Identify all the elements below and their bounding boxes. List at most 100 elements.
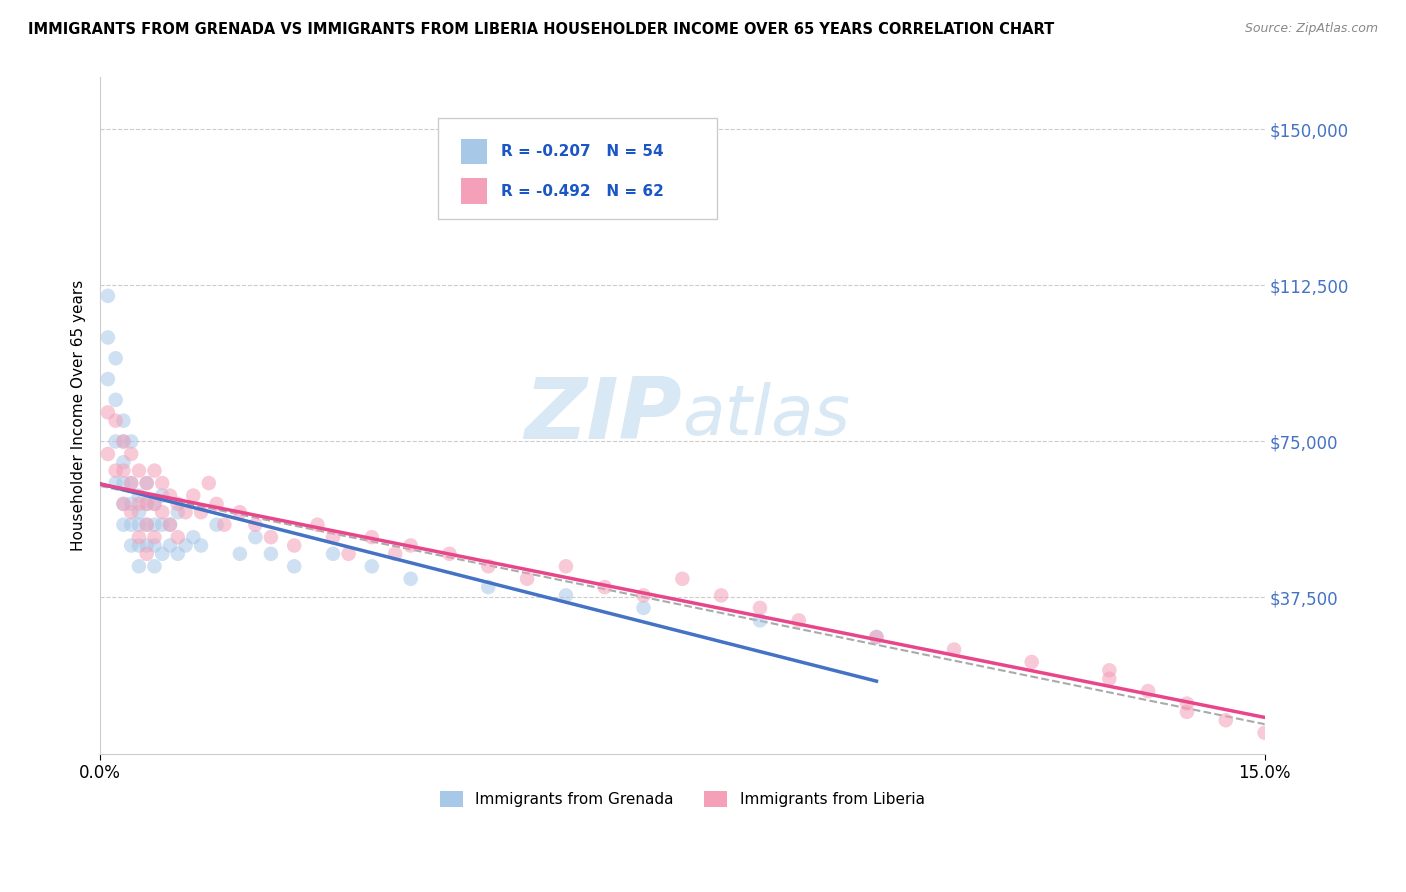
Point	[120, 517, 142, 532]
Point	[128, 539, 150, 553]
Point	[135, 547, 157, 561]
Point	[865, 630, 887, 644]
Point	[1253, 725, 1275, 739]
Point	[307, 517, 329, 532]
Point	[337, 547, 360, 561]
Point	[360, 530, 382, 544]
Point	[1021, 655, 1043, 669]
Point	[135, 497, 157, 511]
Point	[120, 497, 142, 511]
Point	[1098, 663, 1121, 677]
Point	[112, 434, 135, 449]
Point	[190, 505, 212, 519]
Point	[104, 464, 127, 478]
Point	[135, 517, 157, 532]
Point	[399, 539, 422, 553]
Point	[128, 489, 150, 503]
Point	[283, 559, 305, 574]
Point	[143, 497, 166, 511]
Point	[135, 539, 157, 553]
Point	[1175, 697, 1198, 711]
Point	[229, 505, 252, 519]
Point	[128, 530, 150, 544]
Point	[143, 559, 166, 574]
Point	[143, 530, 166, 544]
Point	[128, 505, 150, 519]
Point	[633, 589, 655, 603]
Point	[399, 572, 422, 586]
Point	[135, 497, 157, 511]
Point	[198, 476, 221, 491]
Point	[112, 497, 135, 511]
Point	[205, 517, 228, 532]
Point	[120, 539, 142, 553]
Point	[181, 530, 204, 544]
Point	[112, 414, 135, 428]
Text: atlas: atlas	[682, 382, 851, 449]
Point	[112, 464, 135, 478]
Point	[943, 642, 966, 657]
Point	[477, 580, 499, 594]
Bar	[461, 138, 486, 164]
Point	[633, 601, 655, 615]
Point	[245, 530, 267, 544]
Point	[322, 547, 344, 561]
Point	[205, 497, 228, 511]
Point	[260, 530, 283, 544]
Point	[1098, 672, 1121, 686]
Point	[143, 539, 166, 553]
Point	[190, 539, 212, 553]
Point	[865, 630, 887, 644]
Point	[143, 497, 166, 511]
Point	[477, 559, 499, 574]
Point	[159, 489, 181, 503]
Point	[150, 547, 173, 561]
Point	[384, 547, 406, 561]
Point	[112, 455, 135, 469]
Point	[787, 613, 810, 627]
Point	[128, 464, 150, 478]
Bar	[461, 178, 486, 204]
Point	[516, 572, 538, 586]
Point	[260, 547, 283, 561]
Point	[159, 539, 181, 553]
Point	[150, 505, 173, 519]
Point	[104, 351, 127, 366]
Point	[143, 517, 166, 532]
Point	[97, 372, 120, 386]
Point	[1175, 705, 1198, 719]
Point	[143, 464, 166, 478]
Point	[749, 601, 772, 615]
Point	[128, 497, 150, 511]
Point	[322, 530, 344, 544]
Text: IMMIGRANTS FROM GRENADA VS IMMIGRANTS FROM LIBERIA HOUSEHOLDER INCOME OVER 65 YE: IMMIGRANTS FROM GRENADA VS IMMIGRANTS FR…	[28, 22, 1054, 37]
Point	[166, 547, 188, 561]
Point	[174, 539, 197, 553]
Point	[150, 476, 173, 491]
Point	[150, 517, 173, 532]
Point	[104, 434, 127, 449]
Point	[128, 559, 150, 574]
Point	[104, 392, 127, 407]
Point	[112, 517, 135, 532]
Point	[104, 476, 127, 491]
Point	[120, 447, 142, 461]
Point	[112, 497, 135, 511]
Text: R = -0.492   N = 62: R = -0.492 N = 62	[501, 184, 664, 199]
Point	[166, 505, 188, 519]
Text: R = -0.207   N = 54: R = -0.207 N = 54	[501, 144, 664, 159]
Point	[174, 505, 197, 519]
Y-axis label: Householder Income Over 65 years: Householder Income Over 65 years	[72, 280, 86, 551]
Text: ZIP: ZIP	[524, 374, 682, 457]
Text: Source: ZipAtlas.com: Source: ZipAtlas.com	[1244, 22, 1378, 36]
Point	[97, 447, 120, 461]
Point	[97, 289, 120, 303]
Point	[749, 613, 772, 627]
Point	[439, 547, 461, 561]
Point	[97, 405, 120, 419]
Point	[135, 517, 157, 532]
Point	[1215, 713, 1237, 727]
Point	[159, 517, 181, 532]
Point	[554, 589, 576, 603]
Point	[120, 434, 142, 449]
